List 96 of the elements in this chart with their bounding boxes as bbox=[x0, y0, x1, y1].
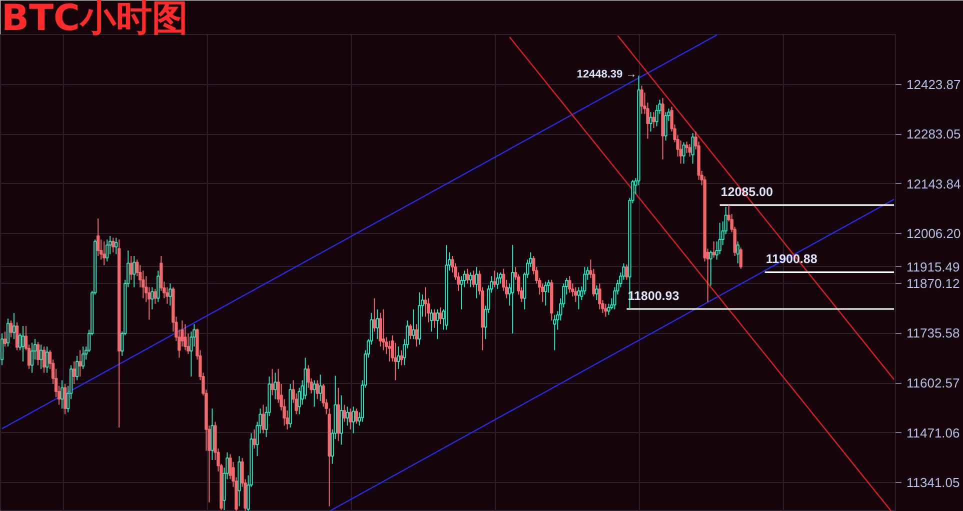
candlestick bbox=[472, 270, 476, 288]
candlestick bbox=[408, 324, 412, 340]
candlestick bbox=[154, 288, 157, 304]
annotation: 12448.39 → bbox=[576, 68, 637, 81]
y-tick-label: 11602.57 bbox=[906, 376, 960, 391]
candlestick bbox=[342, 404, 346, 422]
chart-title: BTC小时图 bbox=[2, 0, 188, 39]
candlestick bbox=[649, 112, 652, 132]
candlestick bbox=[468, 272, 472, 288]
candlestick bbox=[598, 282, 602, 310]
y-tick-label: 11915.49 bbox=[906, 259, 960, 274]
candlestick bbox=[112, 237, 115, 253]
candlestick bbox=[130, 255, 133, 280]
candlestick bbox=[574, 286, 578, 302]
y-tick-label: 12006.20 bbox=[906, 226, 961, 242]
candlestick bbox=[736, 240, 740, 264]
candlestick bbox=[376, 308, 379, 340]
candlestick bbox=[414, 324, 418, 348]
candlestick bbox=[96, 218, 100, 256]
candlestick bbox=[685, 141, 688, 154]
candlestick bbox=[15, 322, 19, 351]
y-tick-label: 11735.58 bbox=[906, 326, 960, 341]
candlestick bbox=[412, 308, 416, 340]
candlestick bbox=[682, 142, 686, 164]
candlestick bbox=[9, 320, 13, 338]
candlestick bbox=[352, 406, 355, 434]
y-tick-label: 12143.84 bbox=[906, 176, 961, 192]
candlestick bbox=[432, 308, 436, 328]
candlestick bbox=[372, 298, 376, 332]
candlestick bbox=[82, 346, 85, 370]
candlestick bbox=[691, 132, 694, 164]
candlestick bbox=[132, 255, 136, 288]
candlestick bbox=[72, 360, 76, 384]
candlestick bbox=[318, 374, 322, 402]
candlestick bbox=[106, 239, 109, 262]
candlestick bbox=[348, 408, 352, 430]
y-tick-label: 12423.87 bbox=[906, 76, 961, 92]
candlestick bbox=[382, 308, 386, 351]
candlestick bbox=[510, 244, 514, 334]
candlestick bbox=[270, 368, 274, 396]
candlestick bbox=[436, 308, 440, 340]
candlestick bbox=[354, 408, 358, 424]
candlestick bbox=[739, 247, 742, 270]
candlestick bbox=[114, 237, 118, 255]
candlestick bbox=[316, 380, 319, 400]
candlestick bbox=[595, 284, 598, 301]
candlestick bbox=[30, 342, 34, 374]
candlestick bbox=[60, 380, 64, 410]
candlestick bbox=[664, 112, 668, 142]
candlestick bbox=[709, 250, 712, 286]
candlestick bbox=[3, 331, 7, 348]
candlestick bbox=[568, 276, 572, 294]
candlestick bbox=[340, 394, 343, 446]
y-tick-label: 11870.12 bbox=[906, 276, 960, 291]
candlestick bbox=[150, 286, 154, 310]
candlestick bbox=[474, 266, 478, 299]
candlestick bbox=[492, 270, 496, 288]
candlestick bbox=[63, 384, 67, 415]
candlestick bbox=[438, 306, 442, 325]
y-tick-label: 12283.05 bbox=[906, 126, 961, 142]
candlestick bbox=[42, 346, 46, 374]
candlestick bbox=[604, 303, 608, 318]
candlestick bbox=[21, 326, 25, 362]
candlestick bbox=[76, 355, 79, 381]
candlestick bbox=[378, 312, 382, 348]
candlestick bbox=[400, 350, 404, 366]
y-tick-label: 11341.05 bbox=[906, 475, 960, 490]
candlestick bbox=[156, 270, 160, 302]
candlestick bbox=[496, 272, 500, 290]
candlestick bbox=[640, 85, 644, 114]
candlestick bbox=[625, 264, 628, 280]
candlestick bbox=[544, 281, 548, 306]
candlestick bbox=[36, 342, 40, 366]
candlestick bbox=[184, 324, 187, 351]
candlestick bbox=[274, 372, 277, 400]
candlestick bbox=[430, 308, 434, 332]
candlestick bbox=[396, 346, 400, 370]
candlestick bbox=[12, 312, 16, 340]
candlestick bbox=[262, 404, 265, 434]
candlestick bbox=[252, 428, 256, 449]
candlestick bbox=[168, 282, 172, 306]
candlestick bbox=[6, 318, 10, 348]
candlestick bbox=[388, 340, 392, 362]
candlestick bbox=[39, 344, 43, 370]
candlestick bbox=[466, 268, 470, 284]
candlestick bbox=[45, 346, 49, 374]
candlestick bbox=[312, 380, 316, 408]
y-tick-label: 11471.06 bbox=[906, 425, 960, 440]
candlestick bbox=[346, 406, 349, 426]
candlestick bbox=[688, 144, 692, 158]
candlestick bbox=[102, 240, 106, 266]
candlestick bbox=[577, 286, 580, 310]
candlestick bbox=[712, 240, 716, 258]
candlestick bbox=[553, 314, 556, 351]
candlestick bbox=[652, 112, 656, 129]
candlestick bbox=[78, 350, 82, 377]
